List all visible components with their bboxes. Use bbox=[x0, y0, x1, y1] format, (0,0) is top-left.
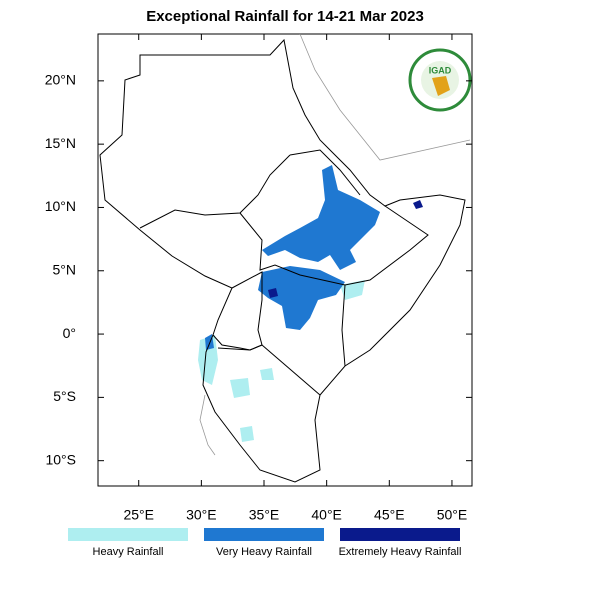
x-tick-label: 30°E bbox=[186, 507, 217, 523]
x-tick-label: 45°E bbox=[374, 507, 405, 523]
legend-swatch bbox=[68, 528, 188, 541]
map-frame bbox=[97, 33, 473, 487]
rainfall-area bbox=[240, 426, 254, 442]
x-tick-label: 50°E bbox=[437, 507, 468, 523]
legend-label: Very Heavy Rainfall bbox=[216, 546, 312, 558]
y-tick-label: 0° bbox=[63, 325, 76, 341]
legend-swatch bbox=[204, 528, 324, 541]
rainfall-area bbox=[262, 165, 380, 270]
axes: 25°E 30°E 35°E 40°E 45°E 50°E 20°N 15°N 10°N 5°N 0… bbox=[45, 34, 472, 523]
y-tick-label: 5°N bbox=[53, 261, 77, 277]
rainfall-area bbox=[268, 288, 278, 298]
logo: IGAD bbox=[408, 48, 472, 112]
rainfall-layer bbox=[198, 165, 423, 442]
x-tick-label: 40°E bbox=[311, 507, 342, 523]
rainfall-area bbox=[260, 368, 274, 380]
borders bbox=[99, 38, 466, 483]
x-tick-label: 25°E bbox=[123, 507, 154, 523]
y-tick-label: 10°S bbox=[45, 451, 76, 467]
y-tick-label: 15°N bbox=[45, 135, 76, 151]
rainfall-area bbox=[230, 378, 250, 398]
x-tick-label: 35°E bbox=[249, 507, 280, 523]
legend: Heavy Rainfall Very Heavy Rainfall Extreme… bbox=[68, 528, 461, 558]
coastlines bbox=[199, 33, 471, 456]
title: Exceptional Rainfall for 14-21 Mar 2023 bbox=[146, 8, 424, 25]
rainfall-area bbox=[258, 266, 345, 330]
legend-label: Extremely Heavy Rainfall bbox=[339, 546, 462, 558]
y-tick-label: 20°N bbox=[45, 72, 76, 88]
y-tick-label: 10°N bbox=[45, 198, 76, 214]
logo-text: IGAD bbox=[429, 65, 452, 75]
legend-swatch bbox=[340, 528, 460, 541]
y-tick-label: 5°S bbox=[53, 388, 76, 404]
logo-shape bbox=[432, 76, 450, 96]
rainfall-area bbox=[413, 200, 423, 209]
legend-label: Heavy Rainfall bbox=[93, 546, 164, 558]
